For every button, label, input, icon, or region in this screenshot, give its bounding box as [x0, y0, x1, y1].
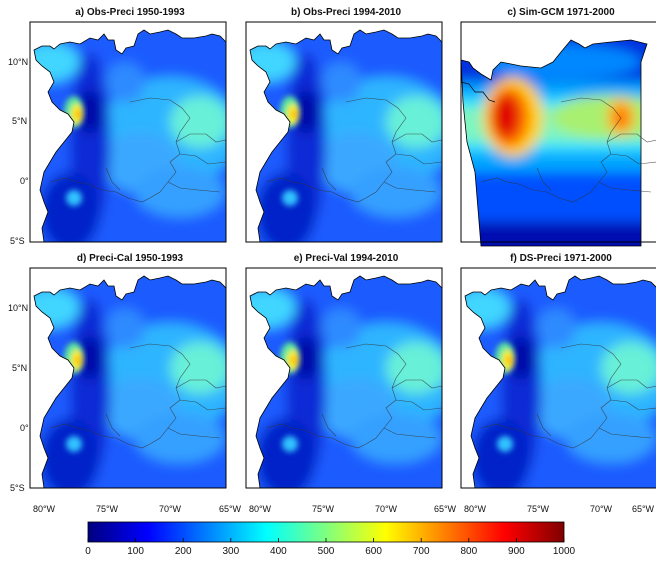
precip-field: [465, 276, 656, 488]
colorbar-tick-label: 0: [85, 546, 91, 557]
panel-f: f) DS-Preci 1971-2000: [460, 253, 656, 489]
panel-frame: [29, 267, 227, 489]
lat-tick-label: 10°N: [8, 303, 28, 313]
colorbar-tick-label: 300: [222, 546, 239, 557]
panel-c: c) Sim-GCM 1971-2000: [460, 7, 656, 247]
colorbar-tick-label: 900: [508, 546, 525, 557]
colorbar-tick-label: 200: [175, 546, 192, 557]
lon-tick-label: 75°W: [527, 504, 550, 514]
precip-field: [250, 30, 442, 242]
lon-tick-label: 80°W: [249, 504, 272, 514]
lon-axis: 80°W 75°W 70°W 65°W 80°W 75°W 70°W 65°W …: [33, 504, 655, 514]
panel-b: b) Obs-Preci 1994-2010: [245, 7, 443, 243]
lat-tick-label: 5°S: [10, 236, 25, 246]
lon-tick-label: 70°W: [159, 504, 182, 514]
lon-tick-label: 80°W: [464, 504, 487, 514]
lat-axis-top: 10°N 5°N 0° 5°S: [8, 57, 29, 246]
lon-tick-label: 65°W: [632, 504, 655, 514]
colorbar-tick-label: 800: [460, 546, 477, 557]
lat-axis-bottom: 10°N 5°N 0° 5°S: [8, 303, 29, 493]
lon-tick-label: 70°W: [375, 504, 398, 514]
colorbar-tick-label: 500: [318, 546, 335, 557]
lon-tick-label: 65°W: [434, 504, 457, 514]
lat-tick-label: 5°S: [10, 483, 25, 493]
panel-a: a) Obs-Preci 1950-1993: [29, 7, 227, 243]
lon-tick-label: 80°W: [33, 504, 56, 514]
lat-tick-label: 0°: [20, 423, 29, 433]
panel-title: e) Preci-Val 1994-2010: [294, 253, 399, 264]
panel-e: e) Preci-Val 1994-2010: [245, 253, 443, 489]
colorbar-tick-label: 700: [413, 546, 430, 557]
precip-field: [250, 276, 442, 488]
panel-frame: [245, 267, 443, 489]
colorbar-tick-label: 600: [365, 546, 382, 557]
panel-frame: [460, 267, 656, 489]
panel-frame: [245, 21, 443, 243]
lat-tick-label: 5°N: [12, 363, 27, 373]
panel-frame: [460, 21, 656, 243]
colorbar-tick-label: 1000: [553, 546, 576, 557]
colorbar-tick-label: 400: [270, 546, 287, 557]
lat-tick-label: 0°: [20, 176, 29, 186]
colorbar-tick-label: 100: [127, 546, 144, 557]
panel-title: b) Obs-Preci 1994-2010: [291, 7, 401, 18]
precip-field: [34, 276, 226, 488]
lon-tick-label: 75°W: [312, 504, 335, 514]
precip-field: [34, 30, 226, 242]
lon-tick-label: 75°W: [96, 504, 119, 514]
precip-field: [461, 40, 647, 246]
panel-title: f) DS-Preci 1971-2000: [510, 253, 612, 264]
panel-frame: [29, 21, 227, 243]
panel-title: a) Obs-Preci 1950-1993: [75, 7, 185, 18]
panel-d: d) Preci-Cal 1950-1993: [29, 253, 227, 489]
lat-tick-label: 5°N: [12, 116, 27, 126]
panel-title: c) Sim-GCM 1971-2000: [507, 7, 615, 18]
colorbar-ticks: 0 100 200 300 400 500 600 700 800 900 1000: [85, 538, 576, 557]
lon-tick-label: 70°W: [590, 504, 613, 514]
colorbar: 0 100 200 300 400 500 600 700 800 900 1000: [85, 521, 576, 557]
lat-tick-label: 10°N: [8, 57, 28, 67]
lon-tick-label: 65°W: [219, 504, 242, 514]
panel-title: d) Preci-Cal 1950-1993: [77, 253, 184, 264]
